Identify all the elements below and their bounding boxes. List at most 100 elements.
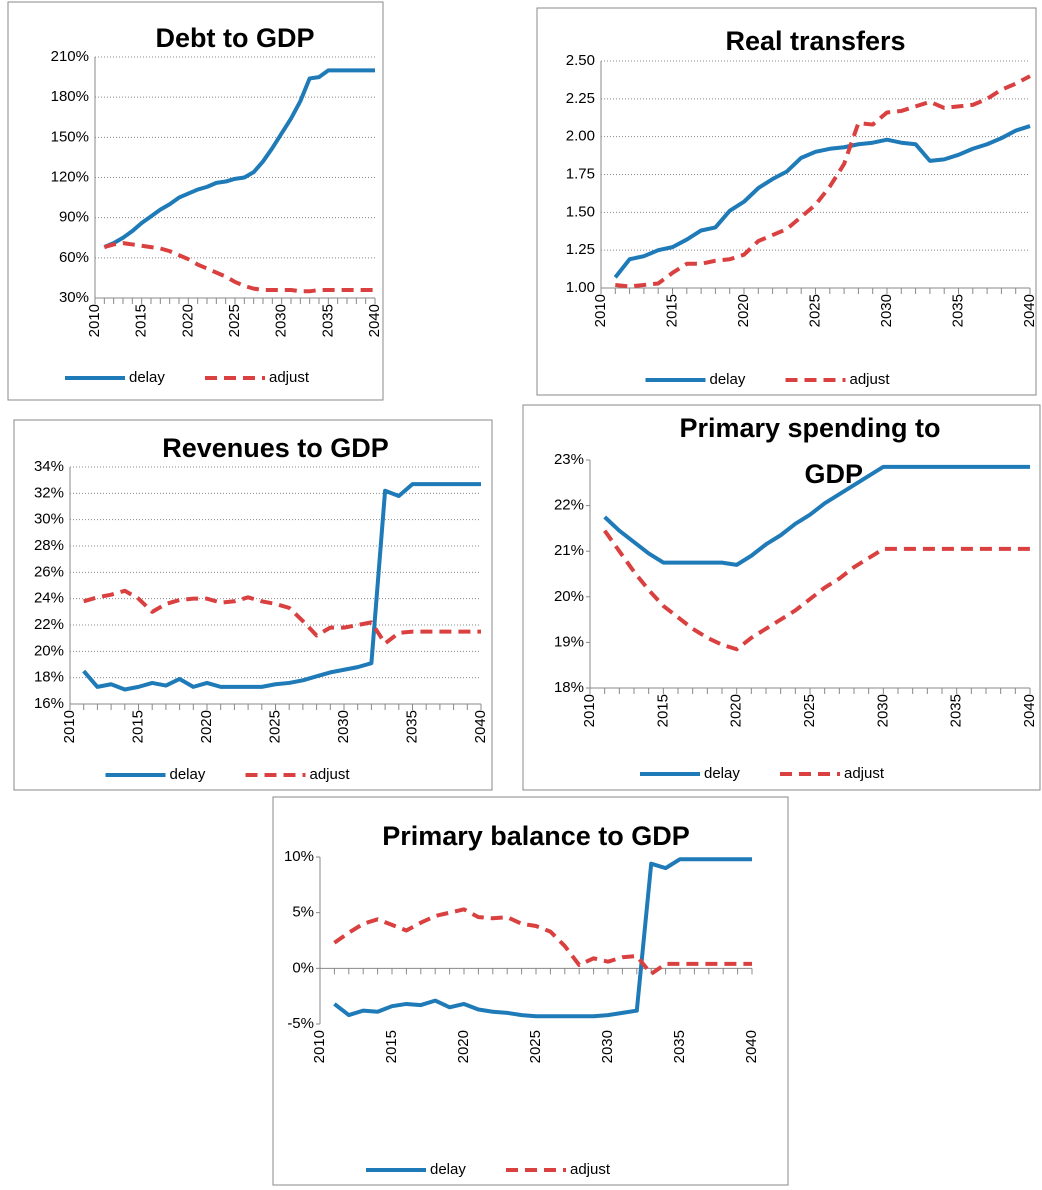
legend-label: adjust — [850, 371, 891, 388]
y-tick-label: 150% — [51, 128, 89, 145]
x-tick-label: 2035 — [403, 710, 420, 743]
x-tick-label: 2040 — [472, 710, 489, 743]
y-tick-label: 23% — [554, 451, 584, 468]
legend-label: delay — [170, 766, 206, 783]
y-tick-label: 34% — [34, 458, 64, 475]
legend-label: adjust — [310, 766, 351, 783]
x-tick-label: 2025 — [527, 1030, 544, 1063]
x-tick-label: 2040 — [366, 304, 383, 337]
x-tick-label: 2025 — [806, 294, 823, 327]
chart-title: Primary balance to GDP — [382, 821, 690, 851]
y-tick-label: 20% — [34, 642, 64, 659]
x-tick-label: 2010 — [581, 694, 598, 727]
legend-label: adjust — [844, 765, 885, 782]
x-tick-label: 2030 — [273, 304, 290, 337]
chart-title: Debt to GDP — [156, 23, 315, 53]
y-tick-label: 1.50 — [566, 203, 595, 220]
chart-panel: Primary balance to GDP -5% 0% 5% 10% 2010 2015… — [272, 796, 789, 1186]
y-tick-label: -5% — [287, 1015, 314, 1032]
panel-frame — [13, 419, 493, 791]
panel-frame — [7, 1, 384, 401]
x-tick-label: 2040 — [1021, 294, 1038, 327]
x-tick-label: 2025 — [801, 694, 818, 727]
panel-frame — [536, 7, 1037, 396]
y-tick-label: 2.00 — [566, 128, 595, 145]
y-tick-label: 32% — [34, 484, 64, 501]
chart-panel: Revenues to GDP 16% 18% 20% 22% 24% 26% 28% 30% 3… — [13, 419, 493, 791]
chart-title: Real transfers — [725, 26, 905, 56]
x-tick-label: 2030 — [874, 694, 891, 727]
series-line — [103, 241, 375, 294]
panel-frame — [522, 404, 1041, 791]
x-tick-label: 2020 — [728, 694, 745, 727]
y-tick-label: 60% — [59, 249, 89, 266]
legend-label: delay — [430, 1161, 466, 1178]
y-tick-label: 26% — [34, 563, 64, 580]
series-line — [603, 464, 1030, 567]
y-tick-label: 30% — [59, 289, 89, 306]
y-tick-label: 22% — [34, 616, 64, 633]
x-tick-label: 2040 — [743, 1030, 760, 1063]
series-line — [613, 124, 1031, 279]
legend-label: delay — [129, 369, 165, 386]
y-tick-label: 120% — [51, 168, 89, 185]
series-line — [83, 588, 481, 646]
x-tick-label: 2035 — [949, 294, 966, 327]
y-tick-label: 1.25 — [566, 241, 595, 258]
y-tick-label: 180% — [51, 88, 89, 105]
x-tick-label: 2020 — [735, 294, 752, 327]
x-tick-label: 2030 — [599, 1030, 616, 1063]
x-tick-label: 2020 — [198, 710, 215, 743]
chart-panel: Primary spending to GDP 18% 19% 20% 21% 22% 23… — [522, 404, 1041, 791]
chart-title: Primary spending to GDP — [679, 413, 940, 489]
x-tick-label: 2040 — [1021, 694, 1038, 727]
x-tick-label: 2010 — [86, 304, 103, 337]
y-tick-label: 90% — [59, 209, 89, 226]
chart-panel: Real transfers 1.00 1.25 1.50 1.75 2.00 2.25 2.… — [536, 7, 1038, 396]
y-tick-label: 21% — [554, 542, 584, 559]
series-line — [615, 74, 1031, 289]
chart-panel: Debt to GDP 30% 60% 90% 120% 150% 180% 210% 2010… — [7, 1, 384, 401]
x-tick-label: 2030 — [878, 294, 895, 327]
x-tick-label: 2010 — [311, 1030, 328, 1063]
legend-label: adjust — [570, 1161, 611, 1178]
y-tick-label: 2.50 — [566, 52, 595, 69]
panel-frame — [272, 796, 789, 1186]
y-tick-label: 0% — [292, 959, 314, 976]
y-tick-label: 1.00 — [566, 279, 595, 296]
legend-label: adjust — [269, 369, 310, 386]
y-tick-label: 20% — [554, 588, 584, 605]
x-tick-label: 2015 — [663, 294, 680, 327]
x-tick-label: 2020 — [455, 1030, 472, 1063]
series-line — [333, 857, 752, 1019]
series-line — [333, 907, 752, 976]
x-tick-label: 2035 — [319, 304, 336, 337]
y-tick-label: 210% — [51, 48, 89, 65]
x-tick-label: 2020 — [179, 304, 196, 337]
y-tick-label: 22% — [554, 497, 584, 514]
y-tick-label: 18% — [34, 669, 64, 686]
y-tick-label: 28% — [34, 537, 64, 554]
y-tick-label: 10% — [284, 848, 314, 865]
x-tick-label: 2015 — [654, 694, 671, 727]
series-line — [103, 68, 375, 249]
x-tick-label: 2030 — [335, 710, 352, 743]
x-tick-label: 2010 — [61, 710, 78, 743]
x-tick-label: 2015 — [133, 304, 150, 337]
x-tick-label: 2015 — [383, 1030, 400, 1063]
x-tick-label: 2035 — [948, 694, 965, 727]
y-tick-label: 18% — [554, 679, 584, 696]
y-tick-label: 30% — [34, 511, 64, 528]
chart-title: Revenues to GDP — [162, 433, 389, 463]
x-tick-label: 2025 — [226, 304, 243, 337]
x-tick-label: 2010 — [592, 294, 609, 327]
x-tick-label: 2025 — [266, 710, 283, 743]
x-tick-label: 2015 — [129, 710, 146, 743]
legend-label: delay — [704, 765, 740, 782]
y-tick-label: 2.25 — [566, 90, 595, 107]
y-tick-label: 24% — [34, 590, 64, 607]
legend-label: delay — [710, 371, 746, 388]
y-tick-label: 5% — [292, 904, 314, 921]
